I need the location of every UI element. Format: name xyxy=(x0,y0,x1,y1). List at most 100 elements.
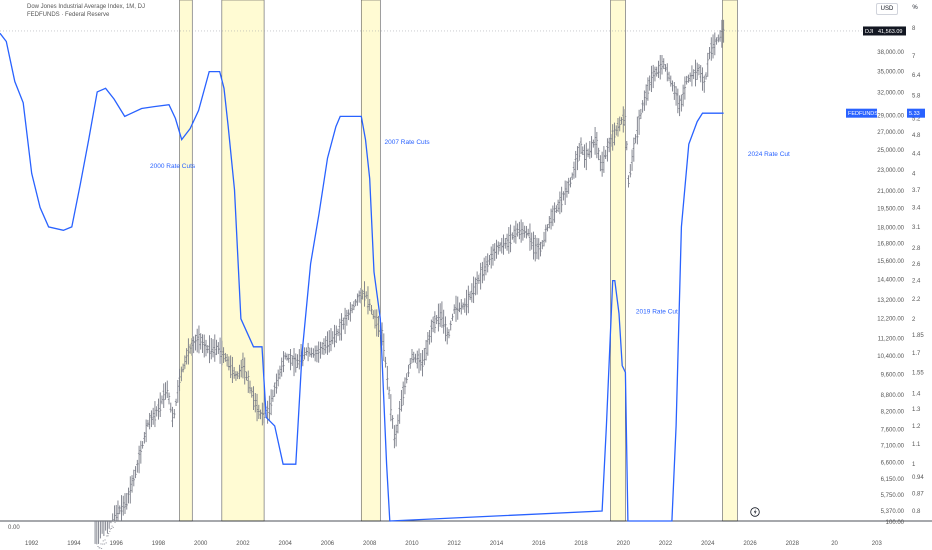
price-bar xyxy=(664,64,667,72)
price-bar xyxy=(222,347,225,364)
price-bar xyxy=(526,228,530,237)
price-bar xyxy=(194,334,197,351)
price-bar xyxy=(266,400,269,424)
percent-scale-button[interactable]: % xyxy=(905,3,925,13)
price-tick-label: 25,000.00 xyxy=(877,148,904,154)
rate-tick-label: 1.55 xyxy=(912,370,924,376)
price-bar xyxy=(592,139,595,148)
price-tick-label: 14,400.00 xyxy=(877,278,904,284)
price-bar xyxy=(178,368,181,392)
price-bar xyxy=(493,243,496,261)
price-bar xyxy=(185,348,188,365)
price-bar xyxy=(328,330,331,353)
price-bar xyxy=(472,276,475,304)
price-bar xyxy=(183,355,187,369)
price-bar xyxy=(646,77,650,101)
price-bar xyxy=(451,313,454,321)
price-bar xyxy=(644,84,648,106)
price-bar xyxy=(618,116,621,132)
price-bar xyxy=(120,495,123,521)
price-bar xyxy=(363,281,366,307)
time-tick-label: 2018 xyxy=(574,541,588,547)
price-bar xyxy=(539,241,542,257)
price-bar xyxy=(349,302,352,322)
price-bar xyxy=(567,177,570,194)
price-bar xyxy=(248,380,252,394)
price-bar xyxy=(370,304,373,315)
price-bar xyxy=(398,400,401,424)
price-bar xyxy=(123,493,127,514)
price-bar xyxy=(280,357,283,377)
price-bar xyxy=(278,365,282,380)
time-tick-label: 2006 xyxy=(321,541,335,547)
rate-cut-band xyxy=(179,0,193,522)
price-bar xyxy=(414,353,417,363)
price-bar xyxy=(558,191,562,215)
time-tick-label: 2026 xyxy=(743,541,757,547)
price-bar xyxy=(488,255,491,266)
rate-tick-label: 0.87 xyxy=(912,491,924,497)
price-bar xyxy=(160,395,164,405)
price-bar xyxy=(669,75,672,87)
price-bar xyxy=(224,352,227,362)
price-bar xyxy=(94,521,96,544)
price-bar xyxy=(431,316,435,333)
price-bar xyxy=(683,76,687,100)
time-tick-label: 1996 xyxy=(110,541,124,547)
price-bar xyxy=(356,293,359,306)
price-bar xyxy=(368,298,371,311)
price-bar xyxy=(622,106,625,133)
rate-tick-label: 3.4 xyxy=(912,205,921,211)
price-bar xyxy=(296,354,299,368)
price-bar xyxy=(699,65,702,83)
price-bar xyxy=(479,262,482,290)
price-bar xyxy=(359,287,363,304)
price-bar xyxy=(428,330,431,345)
rate-tick-label: 1.2 xyxy=(912,424,921,430)
price-bar xyxy=(333,324,336,348)
price-bar xyxy=(433,311,437,334)
price-bar xyxy=(590,136,593,158)
price-bar xyxy=(319,341,322,359)
price-tick-label: 10,400.00 xyxy=(877,354,904,360)
price-bar xyxy=(100,521,104,549)
currency-usd-button[interactable]: USD xyxy=(876,3,898,15)
price-tick-label: 100.00 xyxy=(886,520,905,526)
annotation-label: 2019 Rate Cut xyxy=(636,309,678,316)
rate-tick-label: 1 xyxy=(912,462,916,468)
price-bar xyxy=(173,409,176,419)
price-bar xyxy=(553,202,556,223)
price-bar xyxy=(442,309,445,334)
price-bar xyxy=(292,348,296,377)
price-bar xyxy=(470,283,474,303)
price-bar xyxy=(116,500,120,521)
price-bar xyxy=(525,225,528,239)
price-bar xyxy=(143,431,146,444)
price-bar xyxy=(641,100,644,113)
price-bar xyxy=(236,371,239,380)
flash-icon[interactable] xyxy=(750,507,760,517)
price-bar xyxy=(630,149,634,171)
price-bar xyxy=(232,366,236,379)
price-bar xyxy=(569,177,572,188)
price-bar xyxy=(162,383,165,408)
price-bar xyxy=(717,34,720,43)
annotation-label: 2000 Rate Cuts xyxy=(150,163,196,170)
price-bar xyxy=(252,386,255,410)
rate-cut-band xyxy=(722,0,738,522)
price-tick-label: 8,800.00 xyxy=(881,393,905,399)
price-bar xyxy=(458,302,461,313)
price-bar xyxy=(375,309,378,337)
price-bar xyxy=(255,393,259,422)
price-bar xyxy=(583,144,586,168)
price-bar xyxy=(500,237,503,254)
price-bar xyxy=(285,353,289,361)
price-bar xyxy=(99,521,102,549)
price-bar xyxy=(111,513,114,528)
price-bar xyxy=(347,309,350,321)
price-bar xyxy=(229,355,232,379)
price-bar xyxy=(674,86,678,106)
price-bar xyxy=(401,381,405,406)
price-bar xyxy=(227,356,231,371)
